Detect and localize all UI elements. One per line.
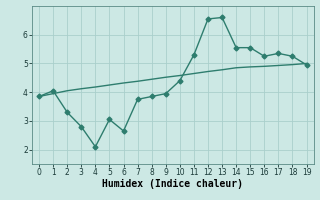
X-axis label: Humidex (Indice chaleur): Humidex (Indice chaleur) <box>102 179 243 189</box>
